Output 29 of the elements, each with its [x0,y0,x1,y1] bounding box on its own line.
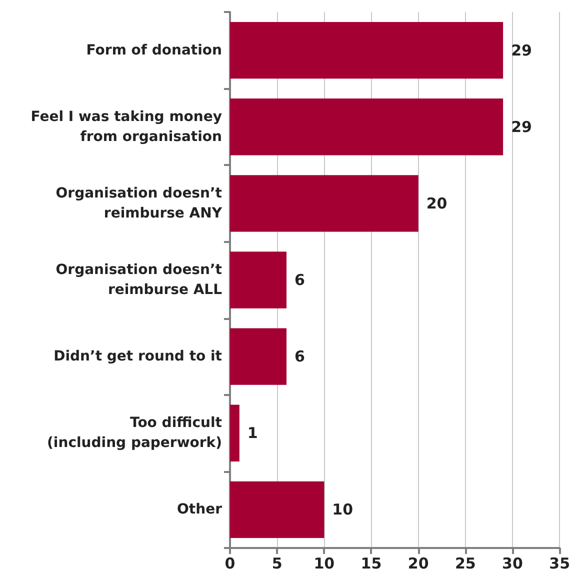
data-label: 1 [247,424,258,442]
x-tick-label: 15 [360,554,382,572]
bar [230,404,240,462]
data-label: 6 [294,271,305,289]
y-tick-label: Feel I was taking money from organisation [30,108,222,145]
y-tick-label: Too difficult (including paperwork) [47,415,222,452]
bar [230,328,286,385]
bar [230,252,286,308]
bar [230,22,504,79]
data-label: 29 [511,41,532,60]
bar [230,481,324,538]
bar [230,98,504,156]
x-tick-label: 0 [224,554,236,572]
y-tick-label: Organisation doesn’t reimburse ANY [56,185,223,222]
x-tick-label: 25 [454,554,476,572]
data-label: 6 [294,348,305,366]
x-tick-label: 35 [549,554,570,572]
data-label: 29 [511,118,532,136]
x-tick-label: 20 [408,554,429,572]
y-tick-label: Form of donation [86,42,222,58]
x-tick-label: 30 [502,554,523,572]
y-tick-label: Organisation doesn’t reimburse ALL [56,262,222,298]
data-label: 20 [426,194,448,212]
bar [230,175,418,232]
y-tick-label: Other [177,502,222,518]
x-tick-label: 5 [272,554,282,572]
x-tick-label: 10 [314,554,335,572]
y-tick-label: Didn’t get round to it [54,348,222,365]
data-label: 10 [332,500,354,519]
